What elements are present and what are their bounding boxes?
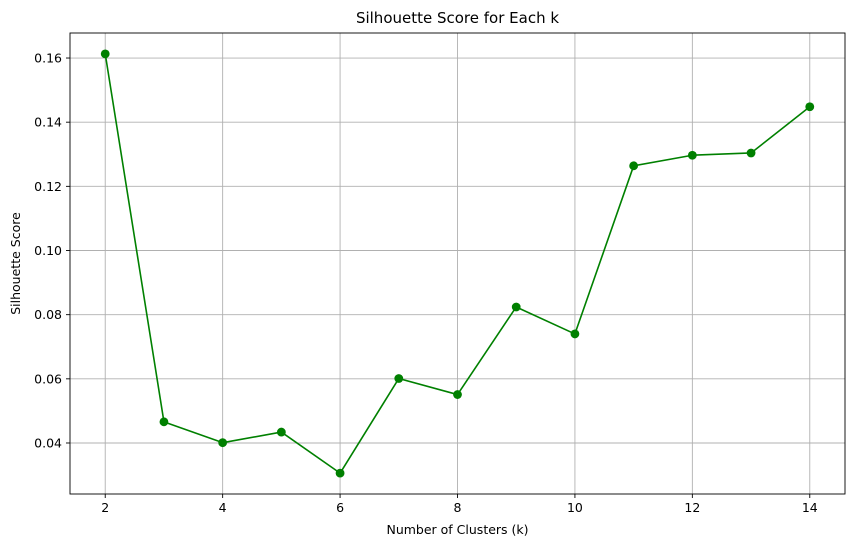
x-tick-label: 8	[454, 500, 462, 515]
y-tick-label: 0.10	[34, 243, 62, 258]
y-tick-label: 0.04	[34, 435, 62, 450]
data-point-k-11	[629, 161, 639, 171]
y-tick-label: 0.12	[34, 179, 62, 194]
data-point-k-14	[805, 102, 815, 112]
data-point-k-5	[276, 427, 286, 437]
data-point-k-3	[159, 417, 169, 427]
y-tick-label: 0.08	[34, 307, 62, 322]
data-point-k-12	[687, 150, 697, 160]
data-point-k-6	[335, 468, 345, 478]
chart-title: Silhouette Score for Each k	[356, 9, 559, 27]
data-point-k-10	[570, 329, 580, 339]
y-tick-label: 0.14	[34, 115, 62, 130]
x-tick-label: 12	[684, 500, 700, 515]
y-tick-label: 0.16	[34, 51, 62, 66]
x-tick-label: 6	[336, 500, 344, 515]
x-tick-label: 4	[219, 500, 227, 515]
y-axis-label: Silhouette Score	[8, 212, 23, 315]
data-point-k-2	[100, 49, 110, 59]
series-layer	[100, 49, 815, 478]
x-axis-label: Number of Clusters (k)	[386, 522, 528, 537]
data-point-k-13	[746, 148, 756, 158]
x-axis-ticks: 2 4 6 8 10 12 14	[101, 494, 818, 515]
grid	[70, 33, 845, 494]
data-point-k-8	[453, 390, 462, 399]
x-tick-label: 14	[802, 500, 818, 515]
data-point-k-7	[394, 374, 404, 383]
data-point-k-9	[511, 302, 521, 312]
data-point-k-4	[218, 438, 228, 448]
x-tick-label: 2	[101, 500, 109, 515]
y-tick-label: 0.06	[34, 371, 62, 386]
x-tick-label: 10	[567, 500, 583, 515]
y-axis-ticks: 0.04 0.06 0.08 0.10 0.12 0.14 0.16	[34, 51, 70, 450]
